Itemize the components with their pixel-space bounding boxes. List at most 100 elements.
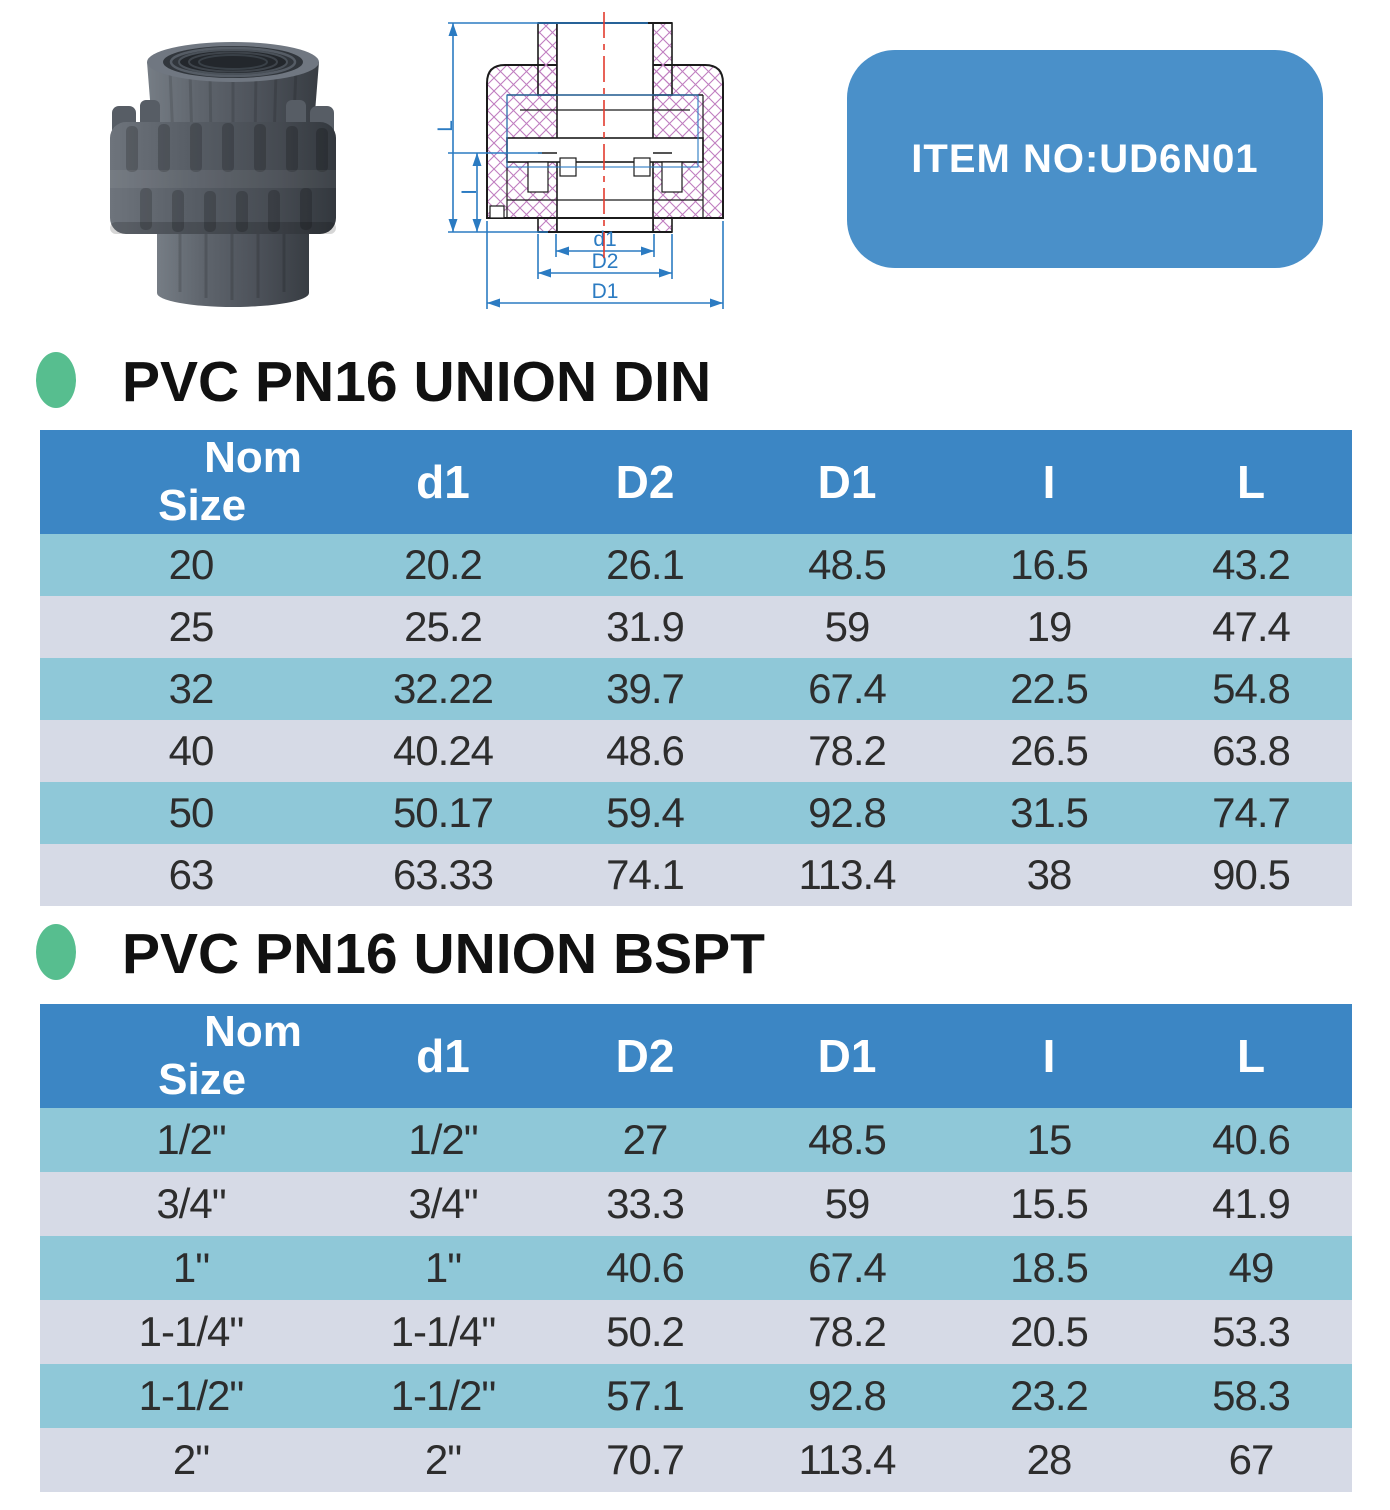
- header-cell-d1: d1: [416, 456, 470, 508]
- cell: 23.2: [1010, 1372, 1089, 1419]
- cell: 20: [168, 541, 215, 588]
- cell: 18.5: [1010, 1244, 1089, 1291]
- dim-label-d1: d1: [593, 228, 616, 251]
- table-row: 2" 2" 70.7 113.4 28 67: [40, 1428, 1352, 1492]
- cell: 78.2: [808, 1308, 887, 1355]
- cell: 43.2: [1212, 541, 1291, 588]
- spec-table-din: Nom Size d1 D2 D1 I L 20 20.2 26.1 48.5 …: [40, 430, 1352, 906]
- cell: 1-1/2": [138, 1372, 245, 1419]
- cell: 63: [168, 851, 215, 898]
- header-cell-I: I: [1042, 1030, 1056, 1082]
- header-cell-nom-size: Nom Size: [40, 430, 342, 534]
- cell: 20.5: [1010, 1308, 1089, 1355]
- table-row: 63 63.33 74.1 113.4 38 90.5: [40, 844, 1352, 906]
- table-header-row: Nom Size d1 D2 D1 I L: [40, 430, 1352, 534]
- cell: 48.6: [606, 727, 685, 774]
- table-row: 3/4" 3/4" 33.3 59 15.5 41.9: [40, 1172, 1352, 1236]
- section-title-din: PVC PN16 UNION DIN: [122, 350, 712, 414]
- table-row: 32 32.22 39.7 67.4 22.5 54.8: [40, 658, 1352, 720]
- cell: 67.4: [808, 1244, 887, 1291]
- section-bullet-icon: [36, 924, 76, 980]
- cell: 26.5: [1010, 727, 1089, 774]
- table-row: 25 25.2 31.9 59 19 47.4: [40, 596, 1352, 658]
- technical-drawing: L I d1 D2 D1: [434, 12, 724, 309]
- cell: 40.24: [392, 727, 494, 774]
- cell: 38: [1026, 851, 1073, 898]
- cell: 54.8: [1212, 665, 1291, 712]
- cell: 47.4: [1212, 603, 1291, 650]
- cell: 48.5: [808, 541, 887, 588]
- header-cell-D1: D1: [817, 1030, 877, 1082]
- cell: 50.17: [392, 789, 494, 836]
- cell: 1/2": [156, 1116, 226, 1163]
- cell: 25: [168, 603, 215, 650]
- cell: 16.5: [1010, 541, 1089, 588]
- cell: 39.7: [606, 665, 685, 712]
- cell: 32: [168, 665, 215, 712]
- header-cell-I: I: [1042, 456, 1056, 508]
- cell: 63.8: [1212, 727, 1291, 774]
- cell: 31.5: [1010, 789, 1089, 836]
- cell: 32.22: [392, 665, 494, 712]
- header-size: Size: [158, 1055, 247, 1104]
- header-cell-L: L: [1236, 456, 1266, 508]
- cell: 40.6: [1212, 1116, 1291, 1163]
- cell: 63.33: [392, 851, 494, 898]
- cell: 57.1: [606, 1372, 685, 1419]
- cell: 74.1: [606, 851, 685, 898]
- cell: 20.2: [404, 541, 483, 588]
- table-row: 50 50.17 59.4 92.8 31.5 74.7: [40, 782, 1352, 844]
- table-row: 40 40.24 48.6 78.2 26.5 63.8: [40, 720, 1352, 782]
- section-bullet-icon: [36, 352, 76, 408]
- cell: 74.7: [1212, 789, 1291, 836]
- cell: 70.7: [606, 1436, 685, 1483]
- cell: 50.2: [606, 1308, 685, 1355]
- cell: 27: [622, 1116, 669, 1163]
- cell: 19: [1026, 603, 1073, 650]
- table-row: 20 20.2 26.1 48.5 16.5 43.2: [40, 534, 1352, 596]
- cell: 58.3: [1212, 1372, 1291, 1419]
- cell: 41.9: [1212, 1180, 1291, 1227]
- cell: 31.9: [606, 603, 685, 650]
- header-cell-nom-size: Nom Size: [40, 1004, 342, 1108]
- cell: 26.1: [606, 541, 685, 588]
- cell: 78.2: [808, 727, 887, 774]
- product-photo: [110, 42, 336, 307]
- item-number-label: ITEM NO:UD6N01: [911, 136, 1259, 181]
- header-cell-D2: D2: [615, 1030, 675, 1082]
- cell: 67: [1228, 1436, 1275, 1483]
- dim-label-D2: D2: [592, 250, 619, 273]
- spec-table-bspt: Nom Size d1 D2 D1 I L 1/2" 1/2" 27 48.5 …: [40, 1004, 1352, 1492]
- header-nom: Nom: [204, 1007, 302, 1057]
- cell: 1": [424, 1244, 462, 1291]
- item-number-badge: ITEM NO:UD6N01: [847, 50, 1323, 268]
- cell: 90.5: [1212, 851, 1291, 898]
- table-row: 1-1/4" 1-1/4" 50.2 78.2 20.5 53.3: [40, 1300, 1352, 1364]
- cell: 15.5: [1010, 1180, 1089, 1227]
- cell: 1-1/2": [390, 1372, 497, 1419]
- cell: 2": [424, 1436, 462, 1483]
- cell: 1-1/4": [390, 1308, 497, 1355]
- cell: 40.6: [606, 1244, 685, 1291]
- table-header-row: Nom Size d1 D2 D1 I L: [40, 1004, 1352, 1108]
- header-nom: Nom: [204, 433, 302, 483]
- cell: 15: [1026, 1116, 1073, 1163]
- cell: 113.4: [798, 851, 897, 898]
- cell: 40: [168, 727, 215, 774]
- table-row: 1/2" 1/2" 27 48.5 15 40.6: [40, 1108, 1352, 1172]
- cell: 28: [1026, 1436, 1073, 1483]
- header-cell-d1: d1: [416, 1030, 470, 1082]
- header-size: Size: [158, 481, 247, 530]
- cell: 53.3: [1212, 1308, 1291, 1355]
- cell: 67.4: [808, 665, 887, 712]
- cell: 59: [824, 1180, 871, 1227]
- dim-label-I: I: [458, 189, 481, 195]
- cell: 113.4: [798, 1436, 897, 1483]
- cell: 1/2": [408, 1116, 478, 1163]
- section-title-bspt: PVC PN16 UNION BSPT: [122, 922, 765, 986]
- cell: 59.4: [606, 789, 685, 836]
- cell: 33.3: [606, 1180, 685, 1227]
- cell: 59: [824, 603, 871, 650]
- cell: 50: [168, 789, 215, 836]
- cell: 3/4": [408, 1180, 478, 1227]
